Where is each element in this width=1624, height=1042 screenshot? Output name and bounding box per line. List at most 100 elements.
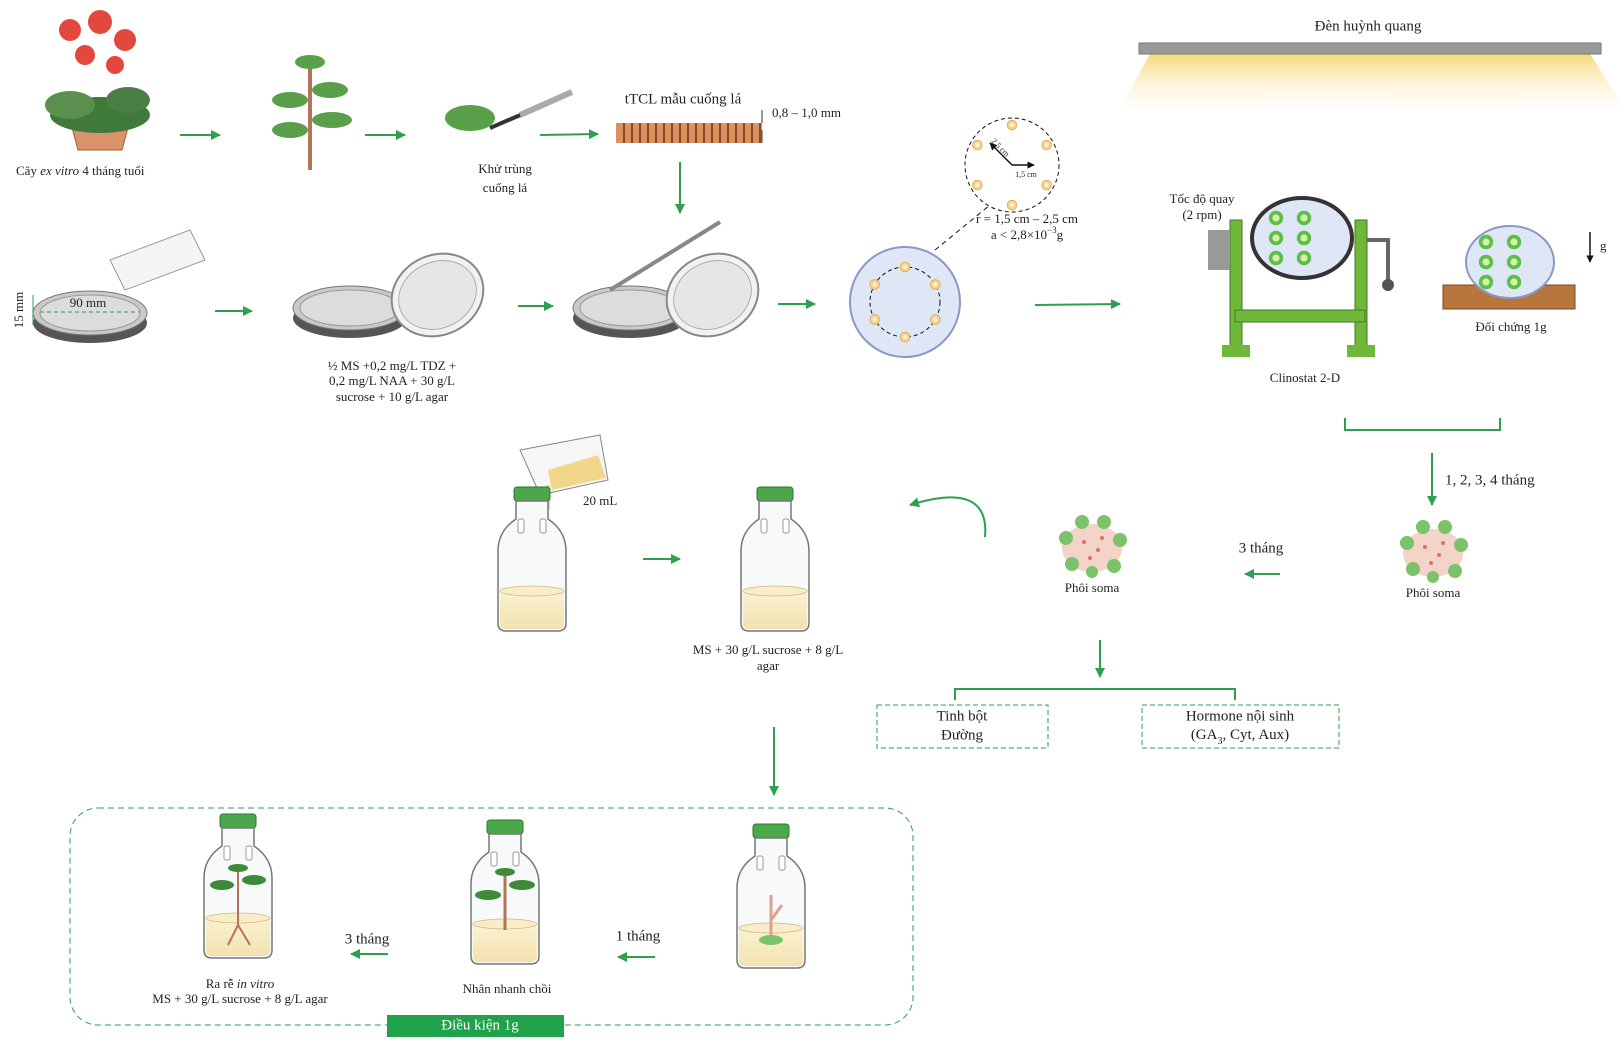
shape	[1041, 179, 1052, 191]
text-part: in vitro	[237, 976, 275, 991]
embryo	[1059, 515, 1127, 578]
shape	[930, 279, 941, 290]
text-part: (GA	[1191, 727, 1218, 743]
tcl-label: tTCL mẫu cuống lá	[625, 91, 742, 107]
arrow	[539, 129, 599, 140]
petri-lid	[660, 245, 765, 345]
rooting-label: Ra rễ in vitro	[206, 976, 275, 991]
petri-lid	[385, 245, 490, 345]
text-part: −3	[1047, 225, 1057, 235]
shape	[1296, 210, 1312, 226]
shape	[972, 139, 983, 151]
medium1: sucrose + 10 g/L agar	[336, 389, 449, 404]
embryo-label: Phôi soma	[1065, 580, 1120, 595]
shape	[1268, 210, 1284, 226]
medium1: 0,2 mg/L NAA + 30 g/L	[329, 373, 455, 388]
shape	[1296, 250, 1312, 266]
analysis: Đường	[941, 727, 983, 743]
analysis: Hormone nội sinh	[1186, 708, 1295, 724]
shape	[930, 314, 941, 325]
sterilize-label: Khử trùng	[478, 161, 532, 176]
shape	[1478, 234, 1494, 250]
embryo-label: Phôi soma	[1406, 585, 1461, 600]
radius-arrow	[989, 142, 1013, 166]
height-label: 15 mm	[11, 292, 26, 328]
petri-dish	[292, 285, 408, 339]
bracket	[1344, 418, 1501, 431]
duration: 3 tháng	[1239, 540, 1284, 556]
medium2: agar	[757, 658, 780, 673]
shape	[899, 261, 911, 273]
shape	[1268, 250, 1284, 266]
condition-tag	[387, 1015, 564, 1037]
shape	[899, 331, 911, 343]
sterilize-icon	[445, 89, 574, 131]
medium1: ½ MS +0,2 mg/L TDZ +	[328, 358, 456, 373]
condition-label: Điều kiện 1g	[441, 1017, 519, 1033]
months-label: 1, 2, 3, 4 tháng	[1445, 472, 1535, 488]
thickness-label: 0,8 – 1,0 mm	[772, 105, 841, 120]
curved-arrow	[909, 496, 987, 538]
speed: Tốc độ quay	[1170, 191, 1235, 206]
duration: 3 tháng	[345, 931, 390, 947]
condition-box	[69, 807, 914, 1026]
diameter-label: 90 mm	[70, 295, 106, 310]
speed: (2 rpm)	[1182, 207, 1221, 222]
shape	[1006, 119, 1018, 131]
volume-label: 20 mL	[583, 493, 617, 508]
shape	[1268, 230, 1284, 246]
analysis: Tinh bột	[937, 708, 989, 724]
text-part: , Cyt, Aux)	[1222, 727, 1289, 743]
embryo	[1400, 520, 1468, 583]
plantlets	[210, 864, 784, 946]
medium2: MS + 30 g/L sucrose + 8 g/L	[693, 642, 843, 657]
shape	[1506, 234, 1522, 250]
shape	[972, 179, 983, 191]
analysis: (GA3, Cyt, Aux)	[1191, 727, 1289, 746]
shoot-icon	[272, 55, 352, 170]
shape	[1478, 254, 1494, 270]
shape	[1478, 274, 1494, 290]
plant-label: Cây ex vitro 4 tháng tuổi	[16, 163, 145, 178]
shape	[1296, 230, 1312, 246]
analysis-box	[1141, 704, 1340, 749]
light-beam	[1120, 54, 1624, 108]
arrow	[1034, 299, 1121, 310]
duration: 1 tháng	[616, 928, 661, 944]
empty-bottle	[497, 486, 567, 632]
branch	[954, 688, 1236, 700]
text-part: ex vitro	[40, 163, 79, 178]
beaker	[519, 434, 609, 510]
accel: a < 2,8×10−3g	[991, 225, 1064, 242]
radius-label: 1,5 cm	[1015, 170, 1038, 179]
shape	[869, 314, 880, 325]
clinostat-label: Clinostat 2-D	[1270, 370, 1340, 385]
shape	[1506, 254, 1522, 270]
text-part: Cây	[16, 163, 40, 178]
text-part: 4 tháng tuổi	[79, 163, 145, 178]
shoot-label: Nhân nhanh chồi	[463, 981, 552, 996]
zoom-line	[934, 204, 991, 251]
plant-icon	[45, 10, 150, 151]
strip-cuts	[623, 123, 761, 143]
gravity-label: g	[1600, 238, 1607, 253]
shape	[1041, 139, 1052, 151]
shape	[1006, 199, 1018, 211]
forceps	[608, 220, 722, 292]
lamp-bar	[1138, 42, 1602, 55]
control-label: Đối chứng 1g	[1475, 319, 1547, 334]
medium-bottle	[740, 486, 810, 632]
text-part: Ra rễ	[206, 976, 237, 991]
text-part: g	[1057, 227, 1064, 242]
text-part: a < 2,8×10	[991, 227, 1047, 242]
sterilize-label: cuống lá	[483, 180, 528, 195]
lamp-label: Đèn huỳnh quang	[1315, 18, 1422, 34]
shape	[869, 279, 880, 290]
analysis-box	[876, 704, 1049, 749]
bottle-pour	[109, 229, 206, 291]
shape	[1506, 274, 1522, 290]
text-part: 3	[1217, 736, 1222, 747]
rooting-label: MS + 30 g/L sucrose + 8 g/L agar	[152, 991, 328, 1006]
